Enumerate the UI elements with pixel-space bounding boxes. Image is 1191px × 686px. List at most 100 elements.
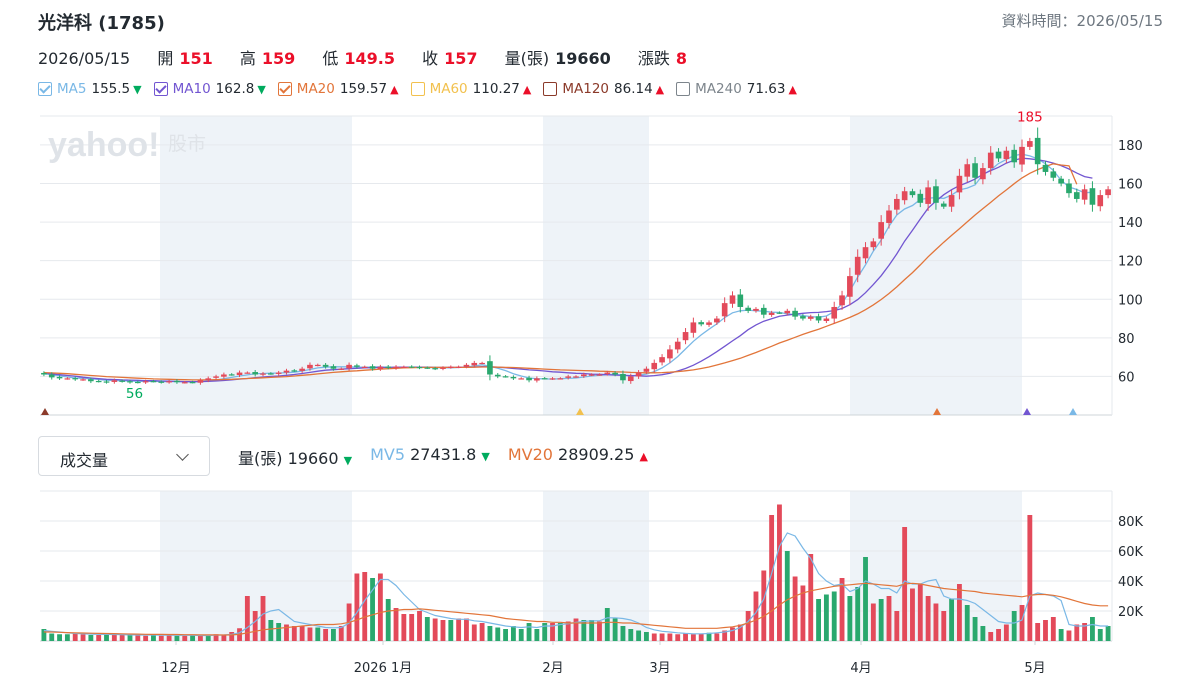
- candle: [127, 379, 133, 384]
- candle-body: [393, 366, 399, 369]
- candle-body: [862, 247, 869, 259]
- volume-bar: [753, 591, 759, 641]
- candle-body: [48, 374, 55, 378]
- volume-bar: [589, 620, 595, 641]
- candle-body: [260, 373, 266, 375]
- dropdown-label: 成交量: [60, 451, 109, 470]
- month-band: [543, 116, 649, 415]
- volume-legend: 量(張) 19660 ▼ MV5 27431.8 ▼ MV20 28909.25…: [238, 445, 666, 469]
- checkbox-checked-icon[interactable]: [153, 82, 168, 96]
- candle-body: [854, 256, 861, 275]
- volume-bar: [964, 605, 970, 641]
- candle: [228, 373, 235, 376]
- volume-bar: [276, 623, 282, 641]
- candle: [158, 380, 165, 384]
- candle: [1027, 137, 1033, 151]
- volume-bar: [197, 635, 203, 641]
- volume-bar: [870, 603, 876, 641]
- checkbox-checked-icon[interactable]: [277, 82, 292, 96]
- volume-bar: [252, 611, 258, 641]
- candle-body: [1003, 150, 1010, 160]
- candle-body: [714, 318, 720, 323]
- candle: [901, 186, 908, 205]
- candle: [948, 189, 955, 212]
- volume-bar: [667, 633, 673, 641]
- candle: [221, 372, 227, 379]
- change-label: 漲跌: [637, 49, 670, 68]
- volume-bar: [151, 635, 156, 641]
- checkbox-unchecked-icon[interactable]: [543, 82, 558, 96]
- volume-bar: [464, 618, 469, 641]
- candle-body: [72, 378, 79, 380]
- candle-body: [174, 380, 180, 383]
- volume-bar: [291, 626, 297, 641]
- candle: [682, 328, 689, 345]
- volume-bar: [1090, 617, 1095, 641]
- volume-bar: [385, 599, 391, 641]
- volume-bar: [910, 588, 915, 641]
- candle-body: [690, 322, 697, 333]
- volume-bar: [1035, 623, 1041, 641]
- stock-title: 光洋科 (1785): [38, 13, 165, 34]
- candle-body: [815, 316, 822, 321]
- close-value: 157: [444, 49, 478, 68]
- volume-bar: [620, 626, 626, 641]
- ma-value: 71.63: [746, 81, 786, 97]
- candle-body: [581, 374, 587, 377]
- volume-bar: [182, 635, 188, 641]
- checkbox-unchecked-icon[interactable]: [410, 82, 425, 96]
- candle: [150, 379, 157, 383]
- candle-body: [424, 367, 431, 369]
- volume-bar: [557, 623, 563, 641]
- candle: [48, 372, 55, 380]
- candle: [737, 289, 744, 313]
- candle: [987, 146, 994, 175]
- ma-toggle-ma5[interactable]: MA5 155.5 ▼: [38, 81, 142, 97]
- candle-body: [1073, 192, 1080, 199]
- checkbox-unchecked-icon[interactable]: [676, 82, 691, 96]
- volume-bar: [1003, 624, 1009, 641]
- ma-value: 86.14: [614, 81, 653, 97]
- volume-bar: [487, 626, 493, 641]
- ma-toggle-ma240[interactable]: MA240 71.63 ▲: [676, 81, 797, 97]
- y-tick-label: 160: [1118, 178, 1143, 193]
- candle-body: [573, 376, 579, 378]
- checkbox-checked-icon[interactable]: [38, 82, 52, 96]
- volume-bar: [424, 617, 430, 641]
- volume-bar: [158, 635, 164, 641]
- volume-bar: [64, 634, 70, 641]
- candle-body: [557, 378, 564, 380]
- candle-body: [894, 198, 900, 210]
- candle: [878, 215, 884, 246]
- volume-bar: [377, 573, 383, 641]
- volume-bar: [417, 611, 422, 641]
- down-arrow-icon: ▼: [481, 450, 490, 463]
- ma-toggle-ma120[interactable]: MA120 86.14 ▲: [543, 81, 664, 97]
- volume-bar: [636, 630, 642, 641]
- candle-body: [205, 378, 212, 381]
- candle: [1066, 178, 1072, 198]
- volume-bar: [690, 634, 696, 641]
- event-marker-icon: [1069, 408, 1077, 415]
- ma-toggle-ma10[interactable]: MA10 162.8 ▼: [153, 81, 266, 97]
- volume-indicator-dropdown[interactable]: 成交量: [38, 436, 210, 476]
- candle-body: [346, 364, 352, 369]
- candle: [1019, 139, 1025, 172]
- candle: [385, 365, 392, 370]
- up-arrow-icon: ▲: [639, 450, 648, 463]
- ma-toggle-ma60[interactable]: MA60 110.27 ▲: [410, 81, 531, 97]
- candle: [1058, 175, 1064, 187]
- candle-body: [56, 376, 63, 379]
- candle-body: [1081, 189, 1088, 200]
- ma-toggle-ma20[interactable]: MA20 159.57 ▲: [277, 81, 399, 97]
- volume-bar: [57, 634, 62, 641]
- candle-body: [972, 163, 978, 178]
- volume-bar: [659, 633, 665, 641]
- volume-bar: [550, 623, 555, 641]
- volume-bar: [831, 591, 837, 641]
- volume-bar: [706, 632, 712, 641]
- candle: [479, 361, 485, 365]
- candle-body: [721, 303, 728, 317]
- candle-body: [330, 366, 337, 369]
